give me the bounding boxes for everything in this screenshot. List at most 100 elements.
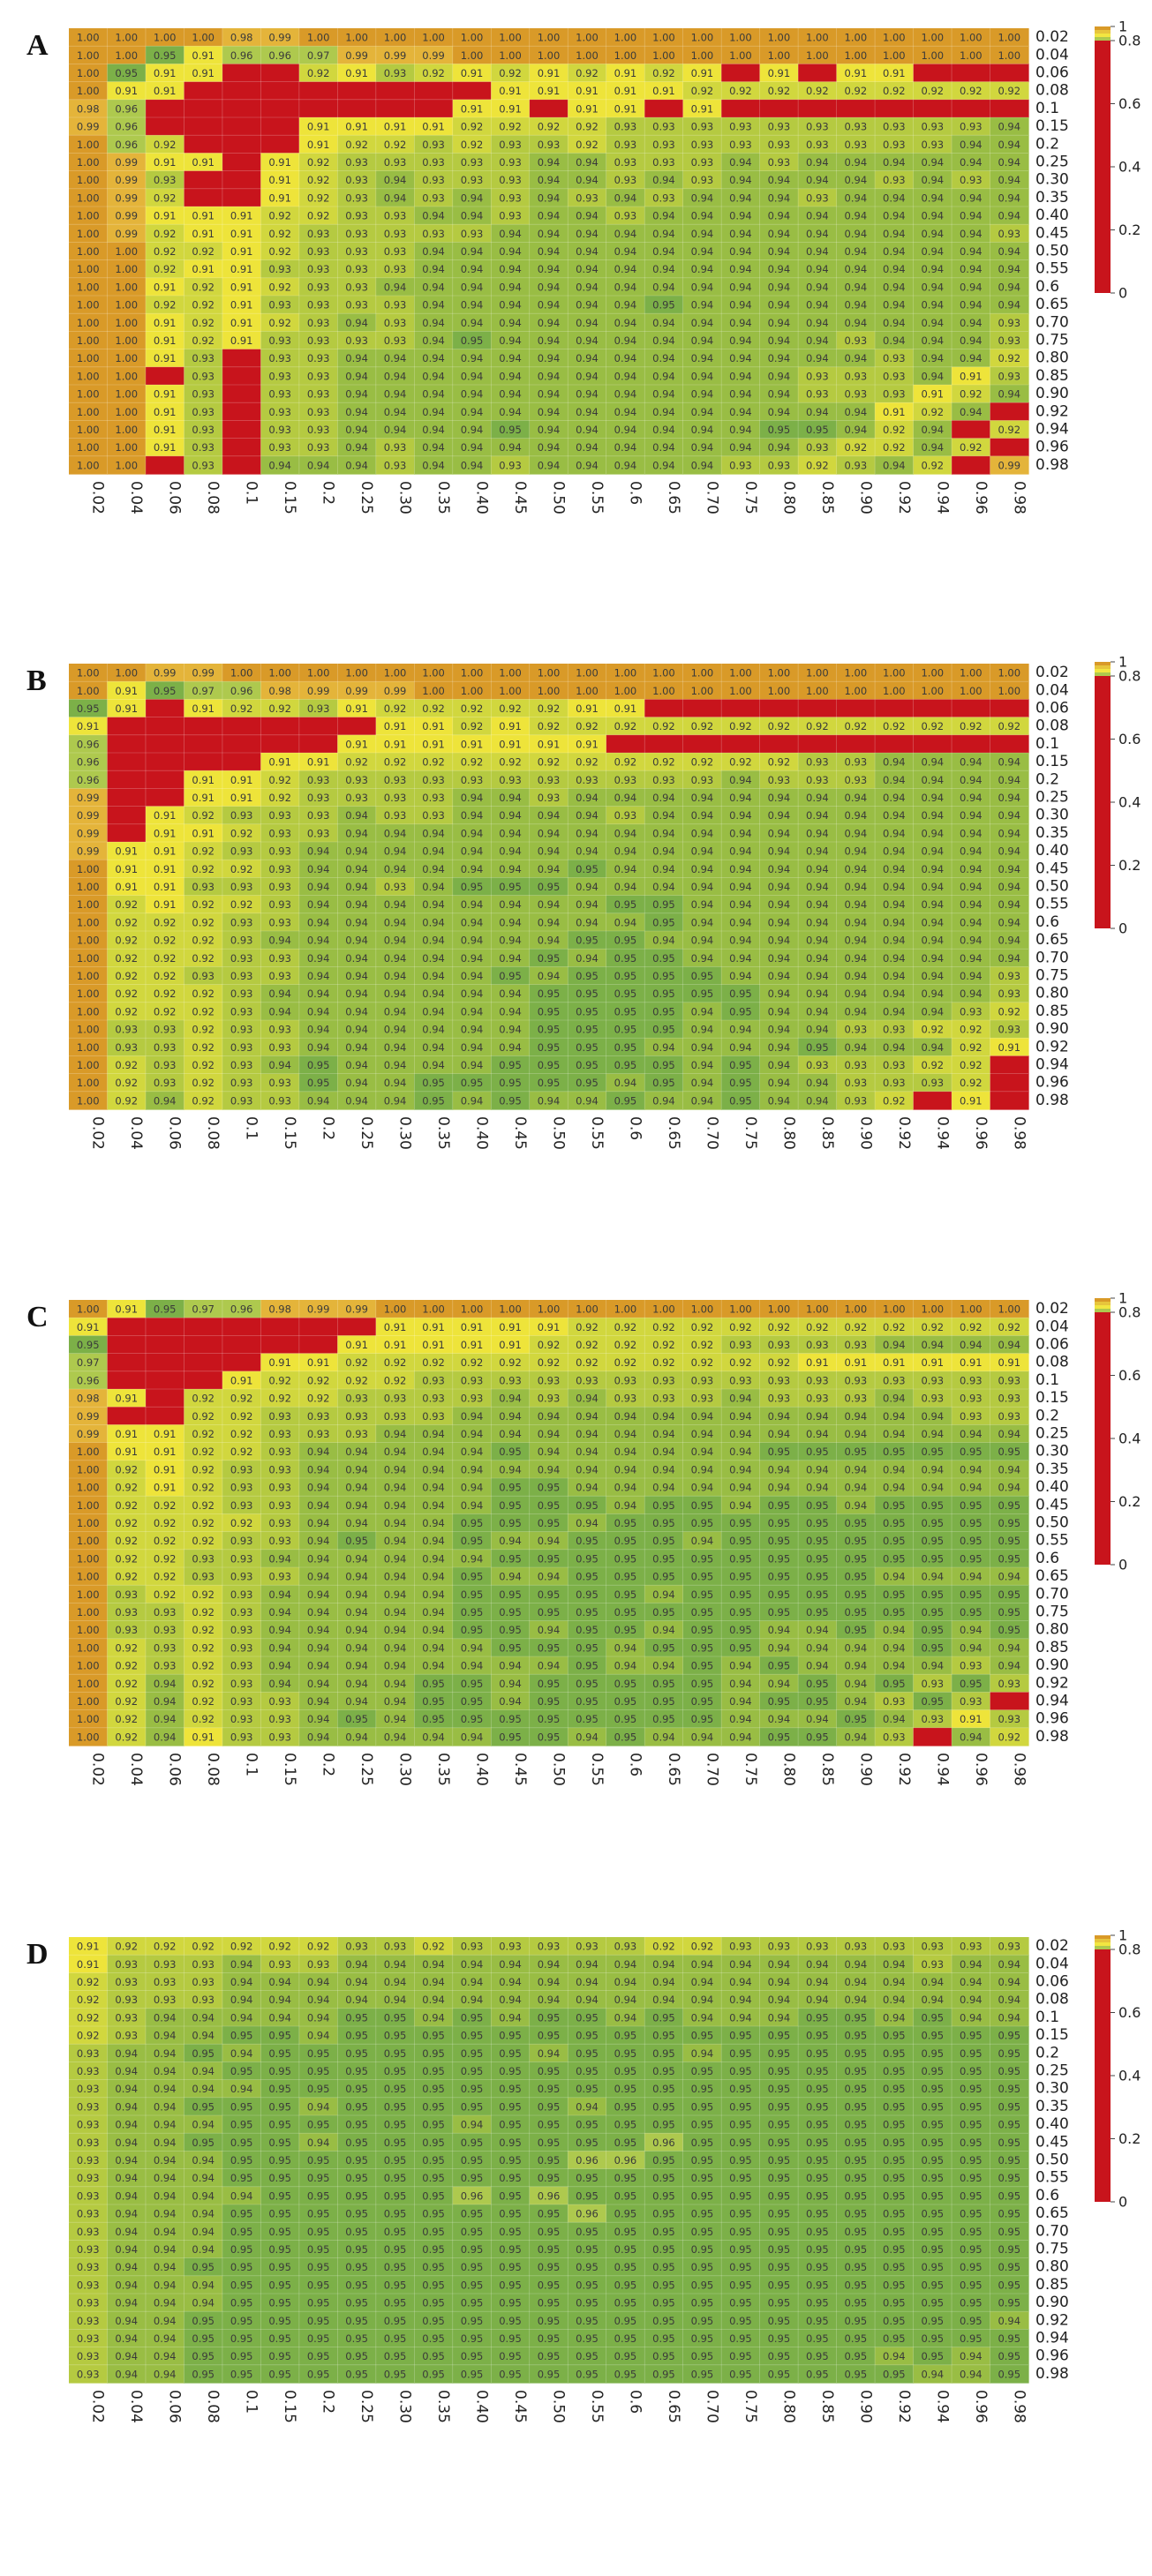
- heatmap-cell: [184, 135, 223, 154]
- heatmap-cell: [69, 296, 109, 314]
- heatmap-cell: [145, 277, 185, 297]
- cell-value: 0.95: [614, 2189, 637, 2202]
- cell-value: 0.94: [268, 1059, 291, 1071]
- cell-value: 0.95: [576, 2226, 599, 2238]
- cell-value: 0.94: [691, 317, 714, 329]
- row-label: 0.40: [1035, 842, 1069, 860]
- cell-value: 0.95: [384, 2279, 407, 2291]
- cell-value: 0.95: [652, 2243, 675, 2256]
- colorbar-high-band: [1095, 662, 1111, 665]
- cell-value: 0.95: [268, 2261, 291, 2273]
- cell-value: 0.94: [538, 1410, 561, 1423]
- cell-value: 0.94: [768, 898, 791, 911]
- heatmap-cell: [337, 135, 377, 154]
- cell-value: 0.93: [154, 1077, 177, 1089]
- heatmap-cell: [759, 259, 799, 279]
- row-label: 0.75: [1035, 1603, 1069, 1621]
- heatmap-cell: [260, 64, 300, 83]
- cell-value: 0.94: [729, 827, 752, 839]
- heatmap-cell: [990, 188, 1029, 207]
- cell-value: 0.94: [960, 970, 983, 982]
- heatmap-cell: [375, 242, 415, 261]
- cell-value: 0.94: [729, 1695, 752, 1708]
- cell-value: 0.94: [614, 459, 637, 471]
- heatmap-cell: [990, 1055, 1029, 1075]
- cell-value: 0.95: [614, 1024, 637, 1036]
- cell-value: 0.94: [499, 1660, 522, 1672]
- cell-value: 0.92: [806, 720, 829, 732]
- cell-value: 0.93: [422, 156, 445, 169]
- heatmap-cell: [875, 81, 915, 101]
- colorbar-tick-label: 0.2: [1118, 222, 1141, 238]
- cell-value: 0.93: [268, 1024, 291, 1036]
- cell-value: 0.91: [499, 720, 522, 732]
- cell-value: 0.91: [576, 85, 599, 97]
- heatmap-cell: [145, 455, 185, 475]
- cell-value: 0.95: [461, 2011, 484, 2024]
- cell-value: 1.00: [691, 32, 714, 44]
- heatmap-cell: [721, 296, 761, 314]
- cell-value: 0.95: [845, 2030, 868, 2042]
- cell-value: 0.94: [691, 1976, 714, 1988]
- cell-value: 0.98: [268, 685, 291, 697]
- cell-value: 0.91: [499, 1321, 522, 1333]
- cell-value: 1.00: [538, 49, 561, 62]
- cell-value: 0.94: [461, 952, 484, 965]
- cell-value: 0.94: [729, 370, 752, 382]
- cell-value: 0.91: [230, 1374, 253, 1386]
- cell-value: 0.92: [115, 1077, 138, 1089]
- column-label: 0.90: [856, 1116, 874, 1150]
- cell-value: 0.94: [384, 916, 407, 928]
- cell-value: 0.95: [729, 2243, 752, 2256]
- cell-value: 0.94: [154, 1695, 177, 1708]
- cell-value: 0.95: [384, 2208, 407, 2220]
- heatmap-cell: [184, 734, 223, 754]
- cell-value: 0.91: [77, 1941, 100, 1953]
- cell-value: 0.94: [729, 935, 752, 947]
- cell-value: 0.94: [154, 2030, 177, 2042]
- cell-value: 0.95: [538, 2154, 561, 2167]
- heatmap-cell: [875, 64, 915, 83]
- cell-value: 0.95: [652, 1606, 675, 1618]
- cell-value: 0.95: [345, 2226, 368, 2238]
- cell-value: 0.95: [652, 2100, 675, 2113]
- heatmap-cell: [568, 224, 607, 243]
- cell-value: 0.95: [768, 1695, 791, 1708]
- cell-value: 0.95: [576, 2083, 599, 2095]
- cell-value: 0.94: [691, 192, 714, 204]
- cell-value: 0.94: [921, 827, 944, 839]
- cell-value: 0.94: [538, 1994, 561, 2006]
- row-label: 0.15: [1035, 117, 1069, 135]
- cell-value: 0.94: [345, 935, 368, 947]
- cell-value: 0.94: [845, 1731, 868, 1743]
- cell-value: 0.94: [806, 352, 829, 364]
- column-label: 0.80: [779, 1116, 797, 1150]
- cell-value: 0.95: [268, 2137, 291, 2149]
- cell-value: 0.94: [422, 916, 445, 928]
- cell-value: 0.94: [384, 406, 407, 418]
- colorbar-high-band: [1095, 30, 1111, 34]
- cell-value: 0.92: [768, 1321, 791, 1333]
- cell-value: 0.94: [845, 424, 868, 436]
- cell-value: 0.95: [652, 2030, 675, 2042]
- cell-value: 0.94: [691, 1041, 714, 1054]
- cell-value: 1.00: [538, 667, 561, 680]
- cell-value: 0.94: [307, 1024, 330, 1036]
- cell-value: 0.94: [614, 370, 637, 382]
- cell-value: 0.94: [883, 317, 906, 329]
- cell-value: 0.93: [845, 388, 868, 401]
- cell-value: 0.94: [883, 1393, 906, 1405]
- cell-value: 0.93: [268, 1571, 291, 1583]
- cell-value: 0.94: [307, 1976, 330, 1988]
- heatmap-cell: [836, 699, 876, 718]
- cell-value: 1.00: [268, 667, 291, 680]
- cell-value: 0.93: [230, 1713, 253, 1725]
- cell-value: 0.94: [806, 1994, 829, 2006]
- cell-value: 0.92: [921, 459, 944, 471]
- cell-value: 0.94: [230, 2011, 253, 2024]
- cell-value: 0.95: [614, 2172, 637, 2184]
- cell-value: 0.93: [652, 774, 675, 786]
- heatmap-cell: [452, 242, 492, 261]
- heatmap-cell: [184, 277, 223, 297]
- cell-value: 0.91: [883, 67, 906, 79]
